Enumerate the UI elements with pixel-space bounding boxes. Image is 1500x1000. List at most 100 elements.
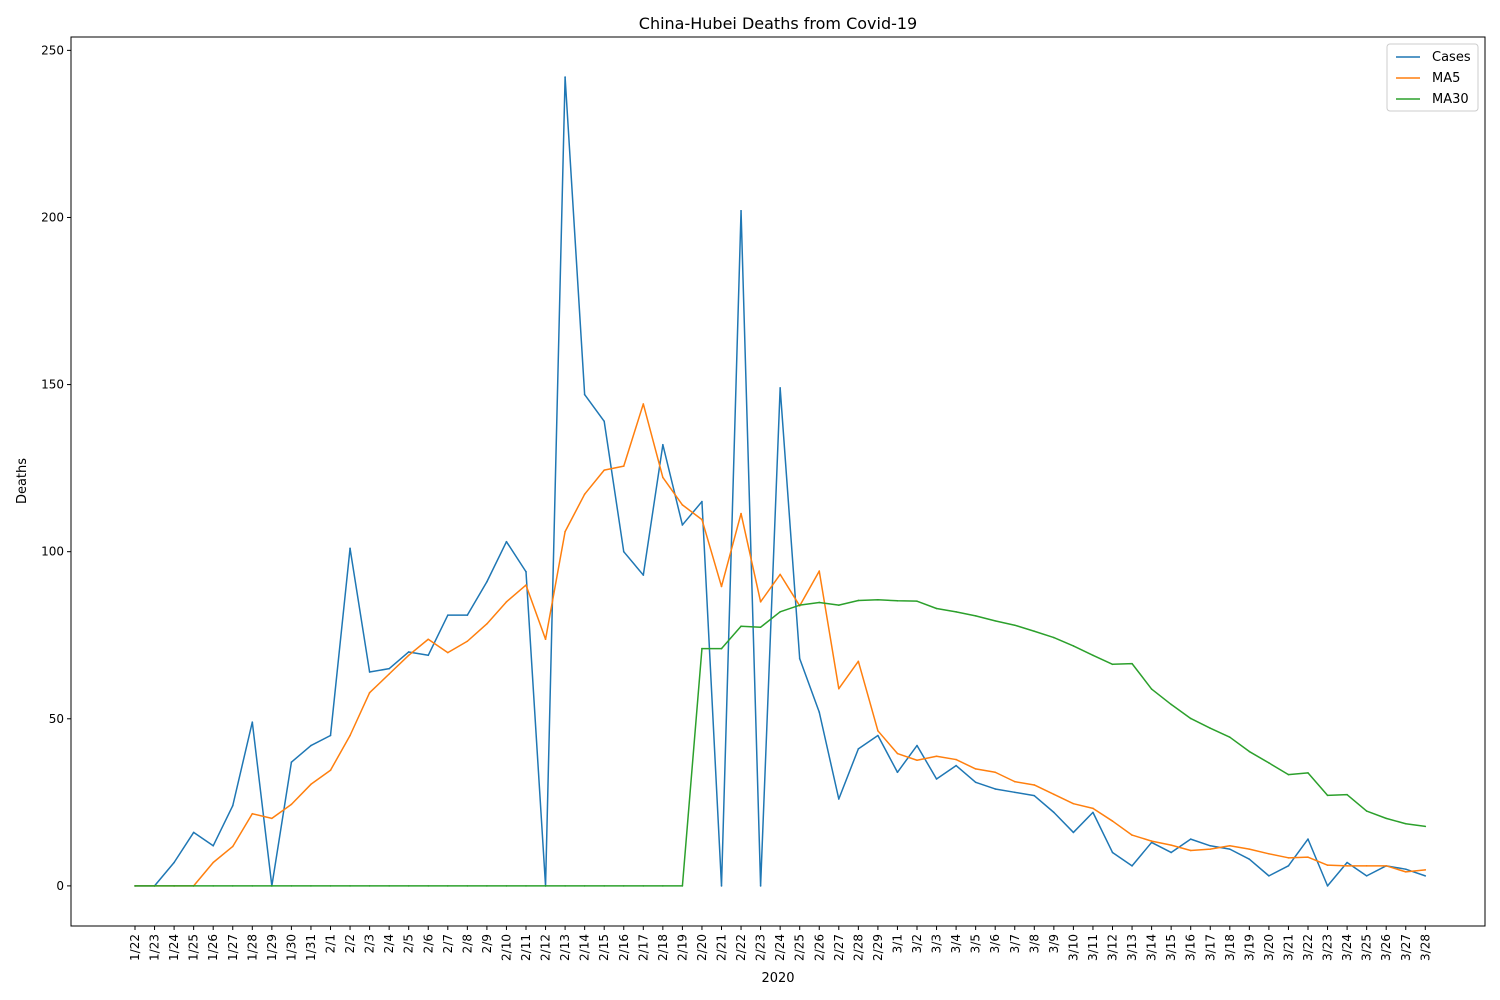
x-tick-label: 2/21 — [715, 934, 729, 961]
x-tick-label: 3/14 — [1145, 934, 1159, 961]
data-point — [427, 654, 430, 657]
x-tick-label: 3/2 — [910, 934, 924, 953]
data-point — [1365, 875, 1368, 877]
data-point — [1307, 838, 1309, 840]
data-point — [212, 885, 214, 887]
y-tick-label: 150 — [41, 378, 64, 392]
data-point — [1033, 630, 1036, 633]
data-point — [1268, 853, 1270, 855]
data-point — [1404, 868, 1407, 870]
y-tick-label: 50 — [49, 712, 64, 726]
data-point — [857, 748, 860, 750]
data-point — [818, 570, 821, 572]
series-points-cases — [134, 76, 1427, 887]
data-point — [466, 885, 469, 887]
data-point — [994, 620, 996, 622]
x-tick-label: 3/13 — [1125, 934, 1139, 961]
data-point — [720, 885, 723, 887]
data-point — [1209, 727, 1212, 729]
data-point — [1092, 654, 1094, 657]
y-axis-ticks: 0 50 100 150 200 250 — [41, 43, 71, 893]
y-tick-label: 250 — [41, 43, 64, 57]
data-point — [368, 671, 371, 673]
data-point — [1346, 793, 1348, 796]
data-point — [1013, 791, 1016, 794]
data-point — [583, 885, 586, 887]
data-point — [349, 547, 351, 550]
data-point — [505, 885, 508, 887]
data-point — [1424, 875, 1427, 877]
x-tick-label: 2/12 — [539, 934, 553, 961]
data-point — [622, 465, 625, 467]
data-point — [877, 734, 879, 737]
data-point — [896, 771, 899, 774]
data-point — [231, 845, 234, 848]
data-point — [1346, 861, 1348, 864]
data-point — [290, 761, 293, 764]
data-point — [1013, 780, 1016, 783]
data-point — [1189, 838, 1192, 840]
data-point — [916, 744, 918, 747]
data-point — [1072, 645, 1075, 647]
data-point — [407, 651, 410, 653]
y-axis-label: Deaths — [15, 458, 30, 504]
legend: Cases MA5 MA30 — [1386, 43, 1479, 112]
series-line-cases — [135, 76, 1426, 887]
x-tick-label: 3/3 — [930, 934, 944, 953]
data-point — [662, 443, 664, 446]
data-point — [818, 711, 821, 713]
data-point — [505, 540, 508, 543]
data-point — [603, 420, 605, 423]
x-tick-label: 3/19 — [1242, 934, 1256, 961]
x-tick-label: 3/16 — [1184, 934, 1198, 961]
data-point — [1150, 688, 1153, 690]
x-tick-label: 3/21 — [1281, 934, 1295, 961]
data-point — [1170, 703, 1172, 706]
x-tick-label: 2/4 — [382, 934, 396, 953]
x-tick-label: 3/7 — [1008, 934, 1022, 953]
x-tick-label: 2/9 — [480, 934, 494, 953]
data-point — [916, 759, 918, 762]
x-tick-label: 3/22 — [1301, 934, 1315, 961]
data-point — [642, 574, 645, 576]
data-point — [701, 518, 703, 521]
data-point — [1326, 885, 1329, 887]
series-points-ma5 — [134, 403, 1427, 887]
data-point — [1092, 807, 1094, 810]
x-tick-label: 3/27 — [1399, 934, 1413, 961]
data-point — [251, 812, 254, 815]
x-tick-label: 3/6 — [988, 934, 1002, 953]
x-tick-label: 3/20 — [1262, 934, 1276, 961]
x-tick-label: 2/25 — [793, 934, 807, 961]
data-point — [486, 580, 488, 583]
x-tick-label: 3/1 — [890, 934, 904, 953]
data-point — [1424, 869, 1427, 871]
data-point — [1365, 865, 1368, 867]
data-point — [779, 611, 781, 613]
data-point — [1326, 794, 1329, 797]
data-point — [701, 500, 703, 503]
data-point — [1385, 817, 1387, 820]
x-tick-label: 3/10 — [1066, 934, 1080, 961]
data-point — [974, 615, 977, 617]
data-point — [290, 803, 293, 806]
data-point — [857, 599, 860, 602]
data-point — [1365, 810, 1368, 812]
data-point — [447, 885, 449, 887]
data-point — [1248, 750, 1251, 753]
data-point — [1229, 844, 1231, 847]
data-point — [1229, 736, 1231, 738]
x-tick-label: 2/26 — [812, 934, 826, 961]
data-point — [466, 640, 469, 643]
plot-frame — [70, 36, 1486, 927]
data-point — [271, 817, 273, 820]
x-tick-label: 2/23 — [754, 934, 768, 961]
data-point — [740, 625, 742, 628]
data-point — [779, 573, 781, 576]
x-tick-label: 2/2 — [343, 934, 357, 953]
x-axis-label: 2020 — [761, 971, 794, 986]
data-point — [1268, 875, 1270, 877]
data-point — [1326, 864, 1329, 866]
data-point — [955, 758, 957, 761]
data-point — [1287, 773, 1290, 776]
